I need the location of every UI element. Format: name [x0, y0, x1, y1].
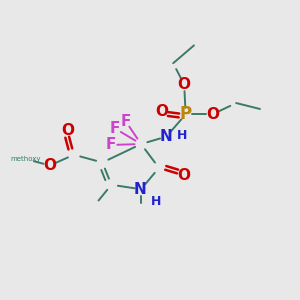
- Text: H: H: [151, 195, 161, 208]
- Text: O: O: [61, 123, 74, 138]
- Text: H: H: [177, 129, 187, 142]
- Text: P: P: [180, 105, 192, 123]
- Text: O: O: [177, 168, 190, 183]
- Text: O: O: [206, 107, 219, 122]
- Text: O: O: [178, 77, 191, 92]
- Text: methoxy: methoxy: [11, 156, 41, 162]
- Text: F: F: [120, 114, 131, 129]
- Text: F: F: [110, 121, 120, 136]
- Text: O: O: [155, 104, 168, 119]
- Text: F: F: [106, 137, 116, 152]
- Text: N: N: [159, 129, 172, 144]
- Text: N: N: [134, 182, 147, 197]
- Text: O: O: [43, 158, 56, 173]
